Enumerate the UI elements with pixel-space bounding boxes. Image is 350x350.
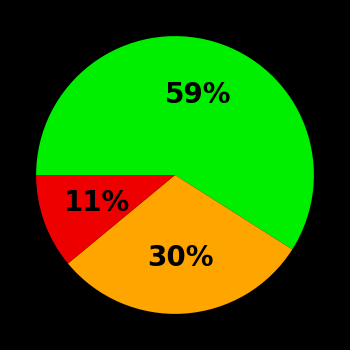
Text: 59%: 59%: [165, 81, 231, 109]
Wedge shape: [36, 36, 314, 250]
Wedge shape: [68, 175, 292, 314]
Text: 30%: 30%: [147, 244, 214, 272]
Wedge shape: [36, 175, 175, 264]
Text: 11%: 11%: [63, 189, 130, 217]
